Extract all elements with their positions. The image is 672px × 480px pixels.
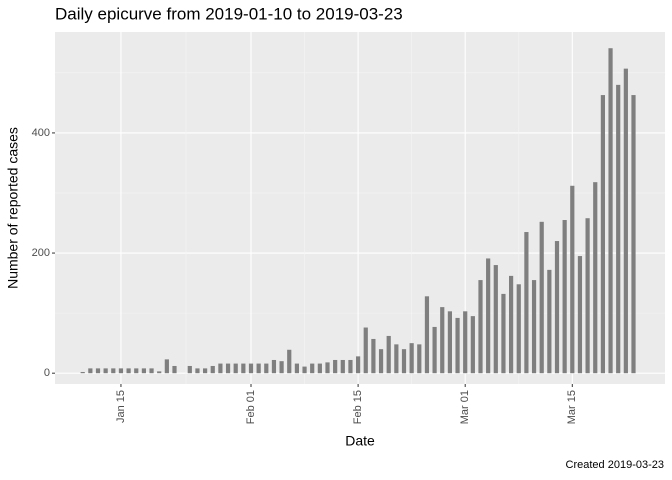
x-tick-label: Mar 01 <box>459 390 471 424</box>
bar <box>103 368 108 374</box>
bar <box>264 363 269 374</box>
bar <box>248 363 254 374</box>
bar <box>577 256 583 374</box>
bar <box>539 221 544 374</box>
y-axis-title: Number of reported cases <box>5 127 21 289</box>
bar <box>394 344 399 374</box>
x-tick-label: Feb 15 <box>352 390 364 424</box>
bar <box>325 362 330 374</box>
bar <box>118 368 124 374</box>
bar <box>554 241 560 374</box>
bar <box>562 220 567 374</box>
bar <box>164 359 169 374</box>
bar <box>340 359 345 374</box>
bar <box>241 363 246 374</box>
bar <box>317 363 322 374</box>
bar <box>233 363 238 374</box>
x-tick-label: Feb 01 <box>245 390 257 424</box>
bar <box>463 311 468 374</box>
bar <box>225 363 231 374</box>
bar <box>195 368 200 374</box>
x-axis-title: Date <box>345 433 375 449</box>
x-tick-label: Mar 15 <box>566 390 578 424</box>
bar <box>149 368 154 374</box>
bar <box>516 284 521 374</box>
bar <box>631 95 636 374</box>
bar <box>470 316 475 374</box>
bar <box>585 218 590 374</box>
bar <box>371 338 376 374</box>
bar <box>187 365 192 374</box>
bar <box>570 185 575 374</box>
chart-title: Daily epicurve from 2019-01-10 to 2019-0… <box>55 4 403 23</box>
bar <box>172 365 177 374</box>
bar <box>386 335 391 374</box>
bar <box>348 359 353 374</box>
bar <box>417 344 422 374</box>
bar <box>440 307 445 374</box>
bar <box>501 293 506 374</box>
bar <box>287 349 292 374</box>
bar <box>524 232 529 374</box>
y-tick-label: 0 <box>44 367 50 379</box>
bar <box>141 368 146 374</box>
bar <box>623 68 628 374</box>
x-tick-label: Jan 15 <box>115 390 127 423</box>
bar <box>363 327 368 374</box>
bar <box>424 296 430 374</box>
bar <box>600 95 605 374</box>
bar <box>203 368 208 374</box>
bar <box>95 368 101 374</box>
bar <box>378 349 384 374</box>
bar <box>256 363 261 374</box>
bar <box>455 317 460 374</box>
bar <box>356 356 361 374</box>
y-tick-label: 400 <box>32 127 50 139</box>
bar <box>531 280 537 374</box>
bar <box>493 265 498 374</box>
bar <box>157 371 162 374</box>
bar <box>302 366 307 374</box>
caption: Created 2019-03-23 <box>566 459 664 471</box>
bar <box>310 363 315 374</box>
bar <box>547 269 552 374</box>
bar <box>593 182 598 374</box>
bar <box>478 280 483 374</box>
bar <box>486 258 491 374</box>
bar <box>333 359 338 374</box>
bar <box>218 363 223 374</box>
bar <box>134 368 139 374</box>
bar <box>111 368 116 374</box>
bar <box>210 365 215 374</box>
bar <box>294 363 299 374</box>
bar <box>126 368 131 374</box>
bar <box>80 371 85 374</box>
bars <box>80 48 636 374</box>
y-tick-label: 200 <box>32 247 50 259</box>
bar <box>447 311 452 374</box>
bar <box>279 361 284 374</box>
bar <box>432 326 437 374</box>
bar <box>88 368 93 374</box>
bar <box>401 349 407 374</box>
bar <box>608 48 613 374</box>
bar <box>509 275 514 374</box>
bar <box>271 359 277 374</box>
bar <box>616 84 621 374</box>
bar <box>409 343 414 374</box>
